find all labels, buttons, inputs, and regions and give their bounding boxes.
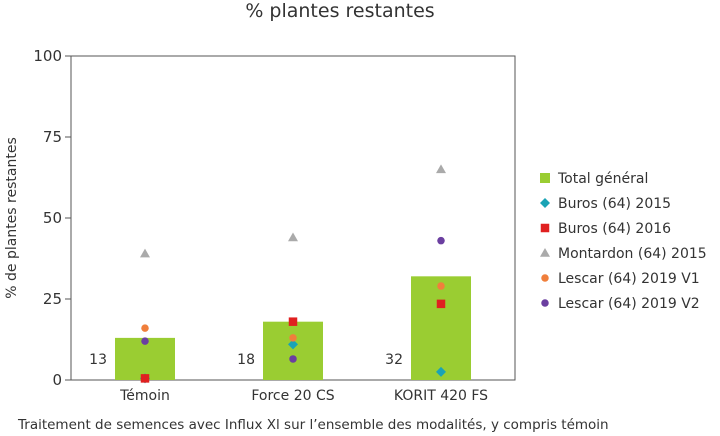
legend-swatch-circle (541, 274, 549, 282)
legend-label: Buros (64) 2016 (558, 221, 671, 237)
y-tick-label: 25 (43, 290, 62, 308)
y-tick-label: 0 (52, 371, 62, 389)
marker-circle (289, 334, 297, 342)
marker-triangle (288, 232, 298, 242)
y-tick-label: 100 (33, 47, 62, 65)
marker-circle (141, 324, 149, 332)
bar-1 (263, 321, 323, 380)
marker-circle (289, 355, 297, 363)
bar-value-labels: 13 18 32 (89, 352, 403, 368)
legend-label: Lescar (64) 2019 V1 (558, 271, 700, 287)
legend-swatch-diamond (540, 198, 550, 208)
bar-value-label: 18 (237, 352, 255, 368)
legend-label: Montardon (64) 2015 (558, 246, 707, 262)
y-axis-title: % de plantes restantes (4, 137, 20, 298)
bar-value-label: 32 (385, 352, 403, 368)
bar-value-label: 13 (89, 352, 107, 368)
legend-swatch-bar (540, 173, 550, 183)
y-axis-ticks: 0 25 50 75 100 (33, 47, 71, 389)
y-tick-label: 75 (43, 128, 62, 146)
category-label: Force 20 CS (251, 388, 334, 404)
y-tick-label: 50 (43, 209, 62, 227)
x-axis-category-labels: Témoin Force 20 CS KORIT 420 FS (119, 388, 488, 404)
marker-square (288, 317, 298, 326)
x-axis-caption: Traitement de semences avec Influx Xl su… (17, 417, 609, 433)
series-markers (140, 164, 446, 384)
marker-triangle (436, 164, 446, 174)
legend: Total général Buros (64) 2015 Buros (64) 2… (540, 171, 707, 312)
bar-2 (411, 276, 471, 380)
marker-square (140, 374, 150, 383)
marker-square (436, 299, 446, 309)
legend-label: Lescar (64) 2019 V2 (558, 296, 700, 312)
marker-circle (141, 337, 149, 345)
legend-label: Buros (64) 2015 (558, 196, 671, 212)
legend-swatch-triangle (540, 248, 550, 257)
marker-circle (437, 282, 445, 290)
chart-title: % plantes restantes (245, 0, 434, 22)
marker-diamond (436, 366, 446, 377)
legend-swatch-circle (541, 299, 549, 307)
legend-label: Total général (557, 171, 648, 187)
category-label: KORIT 420 FS (394, 388, 488, 404)
category-label: Témoin (119, 388, 170, 404)
marker-triangle (140, 248, 150, 258)
bars (115, 276, 471, 380)
legend-swatch-square (540, 223, 550, 233)
bar-0 (115, 337, 175, 380)
marker-circle (437, 236, 445, 245)
marker-diamond (288, 339, 298, 350)
